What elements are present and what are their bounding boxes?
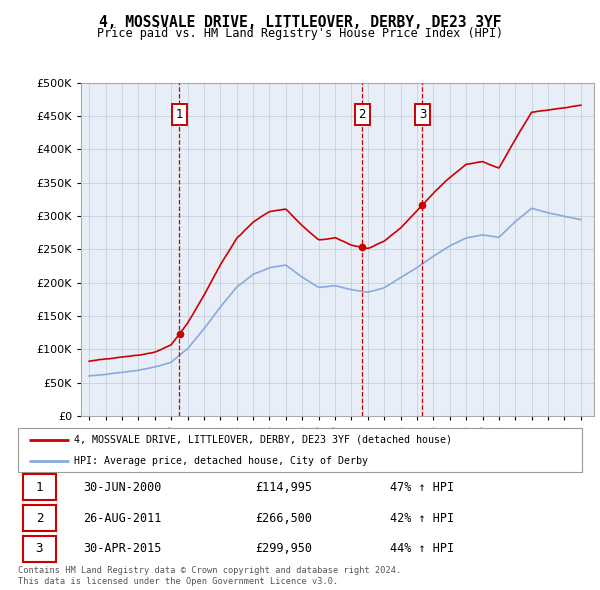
Text: 44% ↑ HPI: 44% ↑ HPI bbox=[390, 542, 454, 555]
FancyBboxPatch shape bbox=[23, 536, 56, 562]
Text: 2: 2 bbox=[358, 108, 366, 121]
Text: 1: 1 bbox=[176, 108, 183, 121]
FancyBboxPatch shape bbox=[18, 428, 582, 472]
FancyBboxPatch shape bbox=[23, 474, 56, 500]
Text: 4, MOSSVALE DRIVE, LITTLEOVER, DERBY, DE23 3YF: 4, MOSSVALE DRIVE, LITTLEOVER, DERBY, DE… bbox=[99, 15, 501, 30]
Text: Price paid vs. HM Land Registry's House Price Index (HPI): Price paid vs. HM Land Registry's House … bbox=[97, 27, 503, 40]
Text: 2: 2 bbox=[35, 512, 43, 525]
Text: 30-APR-2015: 30-APR-2015 bbox=[83, 542, 161, 555]
Text: £114,995: £114,995 bbox=[255, 481, 312, 494]
Text: £266,500: £266,500 bbox=[255, 512, 312, 525]
Text: 4, MOSSVALE DRIVE, LITTLEOVER, DERBY, DE23 3YF (detached house): 4, MOSSVALE DRIVE, LITTLEOVER, DERBY, DE… bbox=[74, 435, 452, 445]
Text: £299,950: £299,950 bbox=[255, 542, 312, 555]
Text: 30-JUN-2000: 30-JUN-2000 bbox=[83, 481, 161, 494]
Text: HPI: Average price, detached house, City of Derby: HPI: Average price, detached house, City… bbox=[74, 456, 368, 466]
Text: 3: 3 bbox=[419, 108, 426, 121]
Text: 47% ↑ HPI: 47% ↑ HPI bbox=[390, 481, 454, 494]
Text: 1: 1 bbox=[35, 481, 43, 494]
Text: This data is licensed under the Open Government Licence v3.0.: This data is licensed under the Open Gov… bbox=[18, 578, 338, 586]
FancyBboxPatch shape bbox=[23, 505, 56, 531]
Text: 42% ↑ HPI: 42% ↑ HPI bbox=[390, 512, 454, 525]
Text: 3: 3 bbox=[35, 542, 43, 555]
Text: 26-AUG-2011: 26-AUG-2011 bbox=[83, 512, 161, 525]
Text: Contains HM Land Registry data © Crown copyright and database right 2024.: Contains HM Land Registry data © Crown c… bbox=[18, 566, 401, 575]
